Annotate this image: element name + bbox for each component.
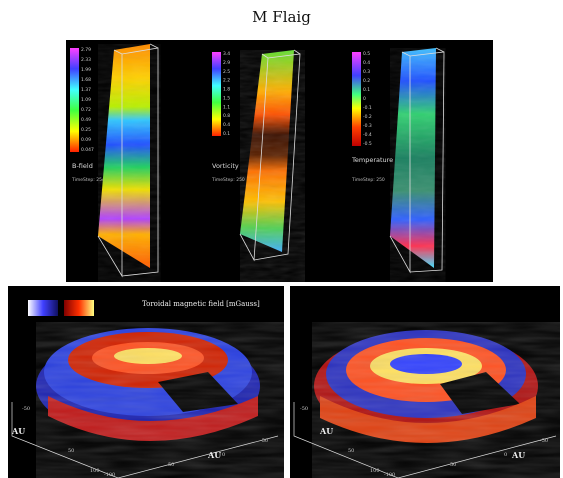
colorbar-tick: 0.2 — [363, 78, 370, 84]
colorbar-tick: -0.4 — [363, 132, 372, 138]
legend-title: Toroidal magnetic field [mGauss] — [142, 300, 260, 308]
toroidal-field-panel-right: AU AU -50 50 100 -100 50 -50 0 — [290, 286, 560, 478]
timestep-bfield: TimeStep: 254 — [71, 177, 105, 183]
tick-br-5: -50 — [540, 438, 548, 444]
colorbar-tick: 1.99 — [81, 67, 91, 73]
colorbar-tick: 0.8 — [223, 113, 230, 119]
axis-label-au-left: AU — [11, 426, 25, 436]
simulation-boxes-panel: 2.79 2.33 1.99 1.68 1.37 1.09 0.72 0.49 0.25 0.09… — [66, 40, 493, 282]
colorbar-tick: 1.5 — [223, 95, 230, 101]
colorbar-tick: 1.68 — [81, 77, 91, 83]
colorbar-vorticity — [212, 52, 221, 136]
colorbar-tick: 0.4 — [363, 60, 370, 66]
colorbar-tick: 0.72 — [81, 107, 91, 113]
tick-br-1: 50 — [348, 448, 354, 454]
tick-bl-5: -50 — [260, 438, 268, 444]
colorbar-tick: 0.5 — [363, 51, 370, 57]
tick-br-6: 0 — [504, 452, 507, 458]
colorbar-tick: 0 — [363, 96, 366, 102]
legend-red-yellow — [64, 300, 94, 316]
colorbar-tick: 3.4 — [223, 51, 230, 57]
label-bfield: B-field — [72, 162, 93, 170]
colorbar-tick: 0.3 — [363, 69, 370, 75]
toroidal-field-panel-left: Toroidal magnetic field [mGauss] AU AU -… — [8, 286, 284, 478]
colorbar-tick: 0.4 — [223, 122, 230, 128]
colorbar-bfield — [70, 48, 79, 152]
colorbar-tick: 0.1 — [223, 131, 230, 137]
label-temperature: Temperature fluctuations — [351, 156, 434, 164]
colorbar-tick: 0.49 — [81, 117, 91, 123]
axis-label-au-right-r: AU — [511, 450, 525, 460]
tick-bl-4: 50 — [168, 462, 174, 468]
timestep-vorticity: TimeStep: 250 — [211, 177, 245, 183]
colorbar-tick: 0.09 — [81, 137, 91, 143]
colorbar-temperature — [352, 52, 361, 146]
colorbar-tick: 0.25 — [81, 127, 91, 133]
tick-bl-2: 100 — [90, 468, 100, 474]
colorbar-tick: -0.2 — [363, 114, 372, 120]
colorbar-tick: 2.9 — [223, 60, 230, 66]
colorbar-tick: 1.1 — [223, 104, 230, 110]
colorbar-tick: 1.8 — [223, 87, 230, 93]
colorbar-tick: 2.79 — [81, 47, 91, 53]
tick-bl-6: 0 — [222, 452, 225, 458]
colorbar-tick: 1.37 — [81, 87, 91, 93]
tick-br-0: -50 — [300, 406, 308, 412]
axis-label-au-left-r: AU — [319, 426, 333, 436]
colorbar-tick: -0.3 — [363, 123, 372, 129]
tick-bl-0: -50 — [22, 406, 30, 412]
timestep-temperature: TimeStep: 250 — [351, 177, 385, 183]
colorbar-tick: -0.1 — [363, 105, 372, 111]
tick-bl-3: -100 — [104, 472, 115, 478]
tick-br-2: 100 — [370, 468, 380, 474]
label-vorticity: Vorticity — [212, 162, 239, 170]
tick-bl-1: 50 — [68, 448, 74, 454]
colorbar-tick: 0.047 — [81, 147, 94, 153]
colorbar-tick: -0.5 — [363, 141, 372, 147]
legend-white-blue — [28, 300, 58, 316]
colorbar-tick: 2.5 — [223, 69, 230, 75]
tick-br-4: 50 — [450, 462, 456, 468]
colorbar-tick: 0.1 — [363, 87, 370, 93]
colorbar-tick: 2.2 — [223, 78, 230, 84]
colorbar-tick: 2.33 — [81, 57, 91, 63]
axis-label-au-right: AU — [207, 450, 221, 460]
figure-title: M Flaig — [252, 8, 311, 26]
tick-br-3: -100 — [384, 472, 395, 478]
colorbar-tick: 1.09 — [81, 97, 91, 103]
label-temperature-text: Temperature fluctuations — [351, 156, 434, 164]
